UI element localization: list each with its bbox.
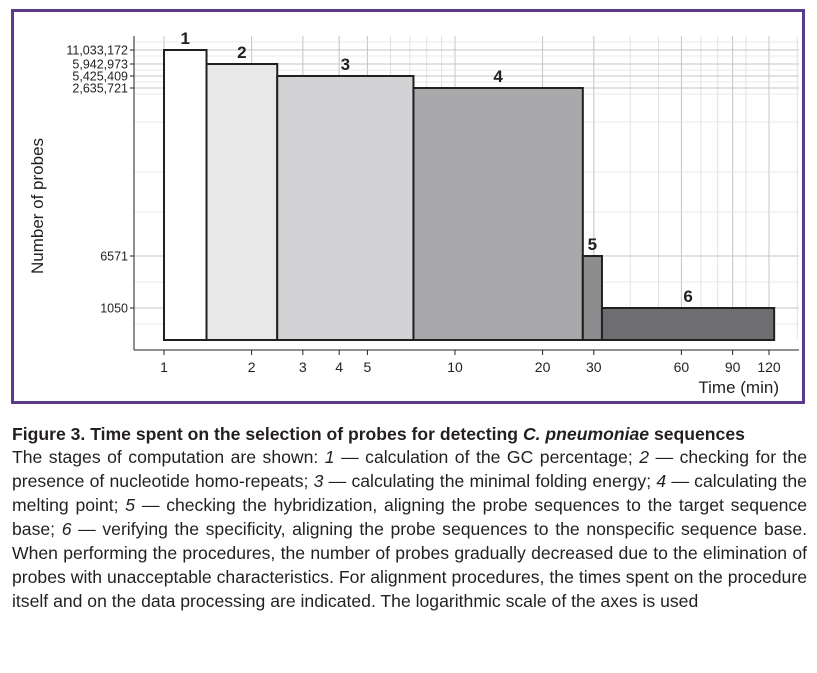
bar-label: 2: [237, 43, 246, 62]
x-tick-label: 4: [335, 359, 343, 375]
x-axis-label: Time (min): [698, 378, 779, 397]
bars: [163, 49, 776, 341]
x-tick-label: 5: [363, 359, 371, 375]
caption-stage-number: 5: [125, 495, 136, 515]
chart-frame: 1 2 3 4 5 10 20 30 60 90 120 1050 6571 2,635,721 5,42…: [11, 9, 805, 404]
probe-selection-chart: 1 2 3 4 5 10 20 30 60 90 120 1050 6571 2,635,7215,42…: [28, 29, 799, 397]
y-tick-label: 5,425,409: [72, 70, 128, 84]
caption-title: Figure 3. Time spent on the selection of…: [12, 423, 807, 445]
y-tick-label: 6571: [100, 250, 128, 264]
x-tick-labels: 1 2 3 4 5 10 20 30 60 90 120: [160, 350, 781, 375]
caption-text: — checking the hybridization, aligning t…: [12, 495, 807, 539]
bar-stage-3: [276, 75, 415, 341]
caption-stage-number: 4: [656, 471, 667, 491]
figure-caption: Figure 3. Time spent on the selection of…: [12, 423, 807, 613]
caption-text: — verifying the specificity, aligning th…: [12, 519, 807, 611]
bar-stage-5: [581, 255, 603, 341]
caption-title-suffix: sequences: [653, 424, 745, 444]
bar-stage-4: [412, 87, 584, 341]
bar-stage-6: [600, 307, 776, 341]
caption-text: — calculating the minimal folding energy…: [323, 471, 657, 491]
bar-label: 5: [588, 235, 597, 254]
x-tick-label: 60: [674, 359, 690, 375]
bar-stage-1: [163, 49, 208, 341]
bar-label: 3: [341, 55, 350, 74]
caption-title-species: C. pneumoniae: [522, 424, 650, 444]
caption-body: The stages of computation are shown: 1 —…: [12, 445, 807, 613]
caption-text: — checking for the presence of nucleotid…: [12, 447, 808, 491]
x-tick-label: 120: [757, 359, 781, 375]
y-axis-label: Number of probes: [28, 138, 47, 274]
x-tick-label: 2: [248, 359, 256, 375]
caption-text: The stages of computation are shown:: [12, 447, 325, 467]
x-tick-label: 30: [586, 359, 602, 375]
x-tick-label: 20: [535, 359, 551, 375]
caption-title-prefix: Figure 3. Time spent on the selection of…: [12, 424, 523, 444]
y-tick-label: 2,635,721: [72, 82, 128, 96]
caption-stage-number: 2: [639, 447, 650, 467]
caption-text: — calculation of the GC percentage;: [334, 447, 640, 467]
x-tick-label: 3: [299, 359, 307, 375]
y-tick-label: 1050: [100, 302, 128, 316]
y-tick-label: 11,033,172: [66, 44, 128, 58]
caption-stage-number: 3: [313, 471, 324, 491]
caption-stage-number: 1: [324, 447, 335, 467]
caption-text: — calculating the melting point;: [12, 471, 807, 515]
caption-stage-number: 6: [61, 519, 72, 539]
x-tick-label: 10: [447, 359, 463, 375]
x-tick-label: 90: [725, 359, 741, 375]
bar-label: 1: [181, 29, 190, 48]
bar-label: 6: [683, 287, 692, 306]
y-tick-labels: 1050 6571 2,635,7215,425,4095,942,97311,03…: [66, 44, 134, 316]
bar-label: 4: [493, 67, 503, 86]
bar-stage-2: [205, 63, 279, 341]
x-tick-label: 1: [160, 359, 168, 375]
y-tick-label: 5,942,973: [72, 58, 128, 72]
bar-labels: 1 2 3 4 5 6: [181, 29, 693, 306]
